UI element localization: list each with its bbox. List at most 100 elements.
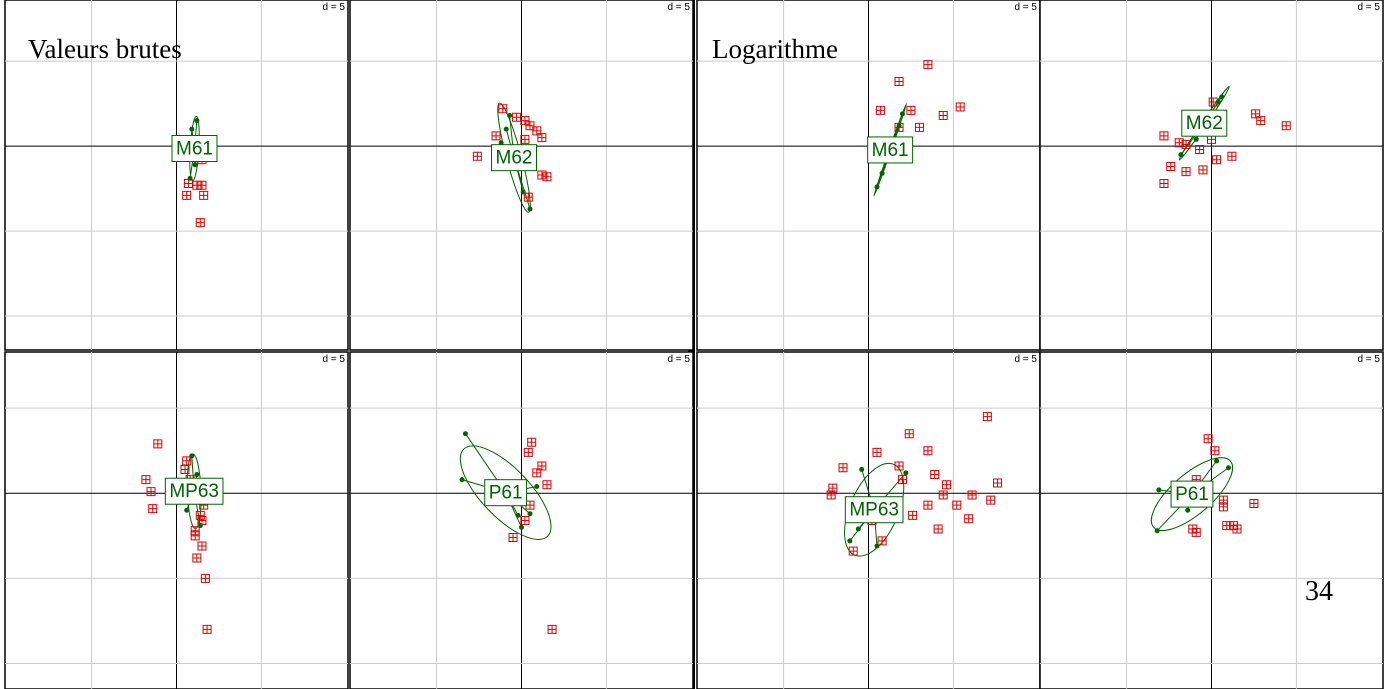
point [520,134,530,144]
point [908,510,918,520]
point [537,170,547,180]
group-label: MP63 [849,500,899,521]
point [1159,131,1169,141]
point [872,447,882,457]
group-ellipse [459,445,552,540]
point [547,624,557,634]
point [993,478,1003,488]
point [982,412,992,422]
point [520,516,530,525]
point [1159,178,1169,188]
group-point [847,538,853,544]
point [180,464,190,474]
group-point [1185,507,1191,513]
group-point [515,512,521,518]
point [153,439,163,449]
group-label: M62 [496,148,533,169]
group-point [527,511,533,517]
point [148,504,158,514]
label-box [1181,109,1228,137]
point [1203,434,1213,444]
label-box [164,477,224,505]
point [923,446,933,456]
panel: d = 5 MP63 [696,351,1041,689]
group-point [498,140,504,146]
group-point [1154,528,1160,534]
point [542,480,552,490]
scale-label: d = 5 [322,2,345,13]
point [199,190,209,200]
point [938,490,948,500]
group-point [1225,465,1231,471]
point [1249,498,1259,508]
point [520,116,530,126]
scale-label: d = 5 [1357,354,1380,365]
point [197,541,207,551]
group-point [189,126,195,132]
label-box [171,134,218,162]
scale-label: d = 5 [1014,354,1037,365]
point [182,456,192,466]
point [848,546,858,556]
scale-label: d = 5 [1357,2,1380,13]
page-number: 34 [1305,576,1333,607]
group-point [1215,99,1221,105]
panel: d = 5 P61 [1039,351,1384,689]
group-point [855,526,861,532]
group-label: P61 [489,483,523,504]
scale-label: d = 5 [667,2,690,13]
group-point [197,523,203,529]
point [930,470,940,480]
point [200,573,210,583]
point [1181,167,1191,177]
point [537,461,547,471]
point [1198,165,1208,175]
scale-label: d = 5 [1014,2,1037,13]
point [472,151,482,161]
point [146,487,156,497]
group-ellipse [1150,457,1234,532]
group-point [1156,487,1162,493]
panel: d = 5 M62 [1039,0,1384,351]
scale-label: d = 5 [667,354,690,365]
point [933,524,943,534]
point [1227,151,1237,161]
point [523,192,533,202]
point [897,475,907,485]
title: Valeurs brutes [28,34,182,64]
group-point [899,111,905,117]
point [877,536,887,546]
group-point [1214,458,1220,464]
label-box [491,144,538,172]
point [1229,521,1239,531]
point [838,463,848,473]
point [904,429,914,439]
point [923,60,933,70]
point [1195,145,1205,155]
point [894,77,904,87]
point [923,500,933,510]
point [537,133,547,143]
point [894,461,904,471]
group-point [462,431,468,437]
point [1251,109,1261,119]
group-point [1193,136,1199,142]
point [964,514,974,524]
group-point [874,184,880,190]
group-point [896,123,902,129]
panel: d = 5 M62 [349,0,694,351]
point [498,104,508,114]
group-point [194,472,200,478]
group-point [503,126,509,132]
group-point [903,470,909,476]
panel: d = 5 MP63 [4,351,349,689]
point [938,111,948,121]
label-box [867,136,914,164]
point [190,531,200,541]
point [826,490,836,500]
point [1212,155,1222,165]
point [525,121,535,131]
label-box [1170,480,1214,508]
group-label: M61 [872,140,909,161]
group-label: MP63 [169,481,219,502]
